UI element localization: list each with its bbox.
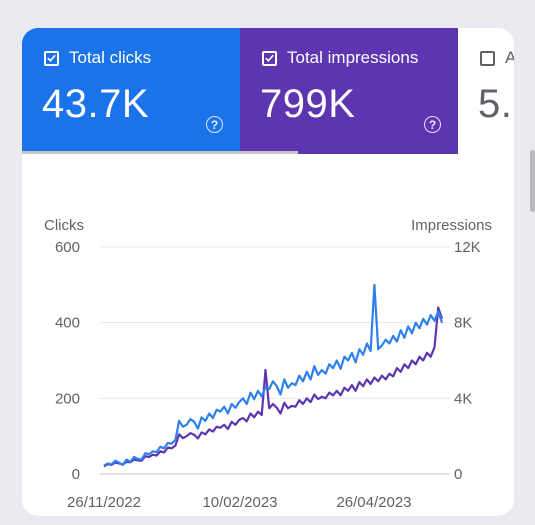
chart-svg: Clicks Impressions 600 12K 400 8K 200 4K 0 0 26/…	[44, 217, 492, 511]
y-tick-label-left: 600	[55, 239, 80, 256]
performance-card: Total clicks 43.7K ? Total impressions 7…	[22, 28, 514, 516]
metric-value: 5.	[478, 82, 513, 126]
help-icon[interactable]: ?	[424, 116, 441, 133]
metric-value: 799K	[260, 82, 356, 126]
x-tick-label: 26/11/2022	[67, 494, 141, 511]
y-tick-label-right: 12K	[454, 239, 481, 256]
checkbox-checked-icon[interactable]	[262, 50, 277, 66]
y-axis-label-left: Clicks	[44, 217, 84, 234]
y-tick-label-left: 0	[72, 466, 80, 483]
metric-total-clicks[interactable]: Total clicks 43.7K ?	[22, 28, 240, 154]
y-tick-label-right: 0	[454, 466, 462, 483]
checkbox-unchecked-icon[interactable]	[480, 50, 495, 66]
y-tick-label-left: 200	[55, 390, 80, 407]
x-tick-label: 26/04/2023	[336, 494, 411, 511]
selected-tab-indicator	[22, 151, 298, 154]
series-line-impressions	[103, 306, 444, 468]
metric-header: A	[480, 48, 514, 68]
scrollbar[interactable]	[530, 150, 535, 212]
series-line-clicks	[103, 283, 444, 467]
y-axis-label-right: Impressions	[411, 217, 492, 234]
y-tick-label-right: 8K	[454, 315, 472, 332]
performance-chart: Clicks Impressions 600 12K 400 8K 200 4K 0 0 26/…	[22, 154, 514, 516]
checkbox-checked-icon[interactable]	[44, 50, 59, 66]
metric-value: 43.7K	[42, 82, 150, 126]
x-tick-label: 10/02/2023	[202, 494, 277, 511]
y-tick-label-left: 400	[55, 315, 80, 332]
metric-label: Total clicks	[69, 48, 152, 67]
help-icon[interactable]: ?	[206, 116, 223, 133]
metric-header: Total impressions	[262, 48, 418, 68]
metric-average-ctr[interactable]: A 5.	[458, 28, 514, 154]
metric-label: Total impressions	[287, 48, 419, 67]
y-tick-label-right: 4K	[454, 390, 472, 407]
metric-header: Total clicks	[44, 48, 151, 68]
metric-label: A	[505, 48, 514, 67]
metric-total-impressions[interactable]: Total impressions 799K ?	[240, 28, 458, 154]
